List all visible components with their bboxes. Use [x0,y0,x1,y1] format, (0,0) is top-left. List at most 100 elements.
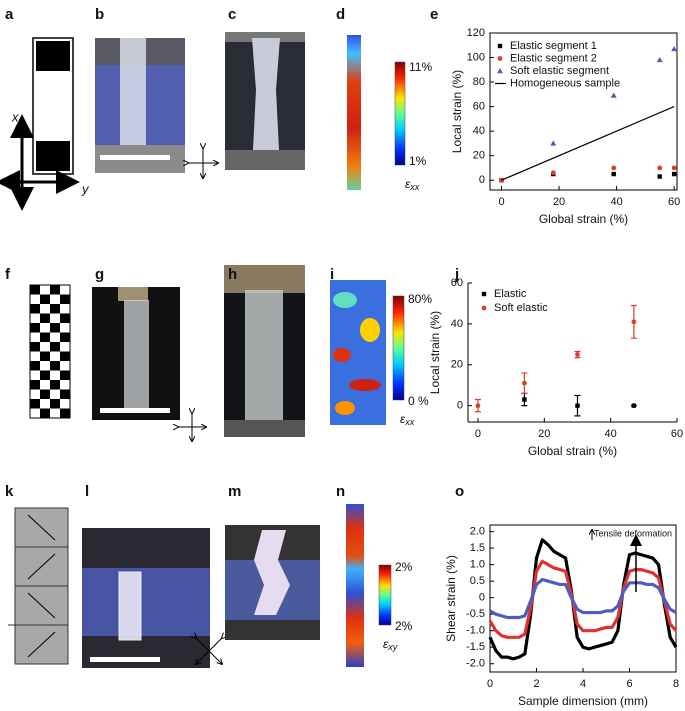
data-point [575,403,580,408]
data-point [657,174,662,179]
legend-label: Soft elastic segment [510,65,609,77]
data-point [671,45,678,52]
legend-swatch [481,305,487,311]
data-point [475,403,481,409]
colorbar-min: 0 % [408,394,429,408]
strain-symbol: εxx [400,412,415,427]
symbol: ε [400,412,406,426]
x-tick-label: 0 [487,678,493,690]
data-point [631,403,637,408]
strain-map [346,504,364,667]
x-tick-label: 40 [610,196,622,208]
data-line [488,538,678,661]
y-tick-label: -1.0 [466,625,485,637]
y-tick-label: -1.5 [466,641,485,653]
y-tick-label: 0.5 [470,575,485,587]
x-tick-label: 40 [605,428,617,440]
photo [225,525,320,640]
colorbar-max: 2% [395,560,413,574]
panel-label: m [228,483,241,500]
data-point [657,165,663,171]
subscript: xx [404,417,415,427]
y-tick-label: 100 [467,51,485,63]
panel-label: c [228,6,236,23]
legend-label: Homogeneous sample [510,77,620,89]
panel-label: d [336,6,345,23]
legend-swatch [497,43,503,49]
plot-frame [489,32,678,191]
x-tick-label: 6 [626,678,632,690]
axis-letter: y [81,181,90,196]
symbol: ε [383,637,389,651]
subscript: xx [409,182,420,192]
data-line [501,106,675,181]
photo [92,287,180,420]
direction-cross [178,413,206,441]
panel-label: j [454,266,459,283]
x-tick-label: 0 [475,428,481,440]
colorbar-max: 80% [408,292,432,306]
strain-symbol: εxx [405,177,420,192]
panel-k-schematic [8,507,69,665]
y-tick-label: 2.0 [470,526,485,538]
colorbar [378,564,392,626]
data-point [610,92,617,98]
legend-label: Soft elastic [494,302,548,314]
y-tick-label: 40 [451,318,463,330]
strain-symbol: εxy [383,637,398,652]
y-axis-label: Local strain (%) [450,70,464,153]
data-line [489,577,677,620]
photo [224,265,305,437]
symbol: ε [405,177,411,191]
annotation: Tensile deformation [594,528,672,538]
data-point [671,165,677,171]
strain-map [330,280,386,425]
photo [225,32,305,170]
x-tick-label: 0 [498,196,504,208]
y-axis-label: Shear strain (%) [444,555,458,642]
legend-label: Elastic segment 2 [510,52,597,64]
x-axis-label: Sample dimension (mm) [518,694,648,708]
y-tick-label: -2.0 [466,658,485,670]
legend-swatch [497,56,503,61]
y-tick-label: 0 [457,400,463,412]
panel-label: a [5,6,14,23]
colorbar-max: 11% [409,60,432,74]
panel-label: h [228,266,237,283]
x-tick-label: 2 [533,678,539,690]
checker-frame [29,284,71,419]
y-tick-label: 80 [473,76,485,88]
subscript: xy [387,642,398,652]
panel-label: l [85,483,89,500]
y-tick-label: 1.0 [470,559,485,571]
x-tick-label: 4 [580,678,586,690]
panel-label: b [95,6,104,23]
data-point [521,380,527,386]
x-tick-label: 20 [553,196,565,208]
data-point [611,171,616,177]
colorbar-min: 2% [395,619,413,633]
data-point [671,171,677,177]
x-tick-label: 20 [538,428,550,440]
x-axis-label: Global strain (%) [528,444,617,458]
axis-letter: x [11,109,19,124]
y-tick-label: 0 [479,174,485,186]
data-point [656,56,663,63]
x-tick-label: 8 [673,678,679,690]
legend-label: Elastic [494,288,527,300]
y-tick-label: 1.5 [470,542,485,554]
data-point [575,352,580,357]
colorbar [394,61,406,166]
data-point [550,170,556,176]
panel-label: f [5,266,11,283]
direction-cross [188,148,218,178]
panel-a-schematic [0,37,80,211]
panel-label: e [430,6,438,23]
strain-map [347,35,361,190]
y-tick-label: -0.5 [466,608,485,620]
x-tick-label: 60 [671,428,683,440]
y-axis-label: Local strain (%) [428,311,442,394]
colorbar [392,295,405,401]
panel-label: i [330,266,334,283]
